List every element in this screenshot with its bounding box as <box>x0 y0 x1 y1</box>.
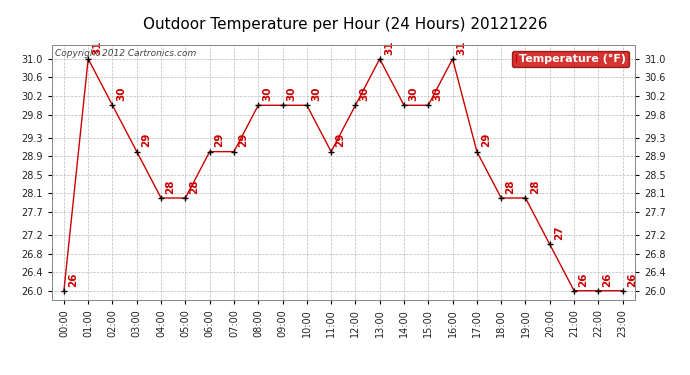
Text: 31: 31 <box>92 40 102 55</box>
Text: 29: 29 <box>141 133 151 147</box>
Text: Copyright 2012 Cartronics.com: Copyright 2012 Cartronics.com <box>55 49 196 58</box>
Text: 31: 31 <box>457 40 466 55</box>
Text: 26: 26 <box>627 272 637 286</box>
Text: 29: 29 <box>214 133 224 147</box>
Text: 26: 26 <box>68 272 78 286</box>
Text: 29: 29 <box>238 133 248 147</box>
Text: 29: 29 <box>335 133 345 147</box>
Text: 31: 31 <box>384 40 394 55</box>
Text: Outdoor Temperature per Hour (24 Hours) 20121226: Outdoor Temperature per Hour (24 Hours) … <box>143 17 547 32</box>
Text: 28: 28 <box>165 179 175 194</box>
Text: 28: 28 <box>505 179 515 194</box>
Text: 30: 30 <box>262 87 273 101</box>
Text: 26: 26 <box>602 272 613 286</box>
Text: 30: 30 <box>287 87 297 101</box>
Text: 29: 29 <box>481 133 491 147</box>
Text: 30: 30 <box>359 87 370 101</box>
Text: 30: 30 <box>117 87 127 101</box>
Legend: Temperature (°F): Temperature (°F) <box>512 51 629 67</box>
Text: 30: 30 <box>408 87 418 101</box>
Text: 28: 28 <box>190 179 199 194</box>
Text: 28: 28 <box>530 179 540 194</box>
Text: 30: 30 <box>311 87 321 101</box>
Text: 30: 30 <box>433 87 442 101</box>
Text: 26: 26 <box>578 272 589 286</box>
Text: 27: 27 <box>554 226 564 240</box>
